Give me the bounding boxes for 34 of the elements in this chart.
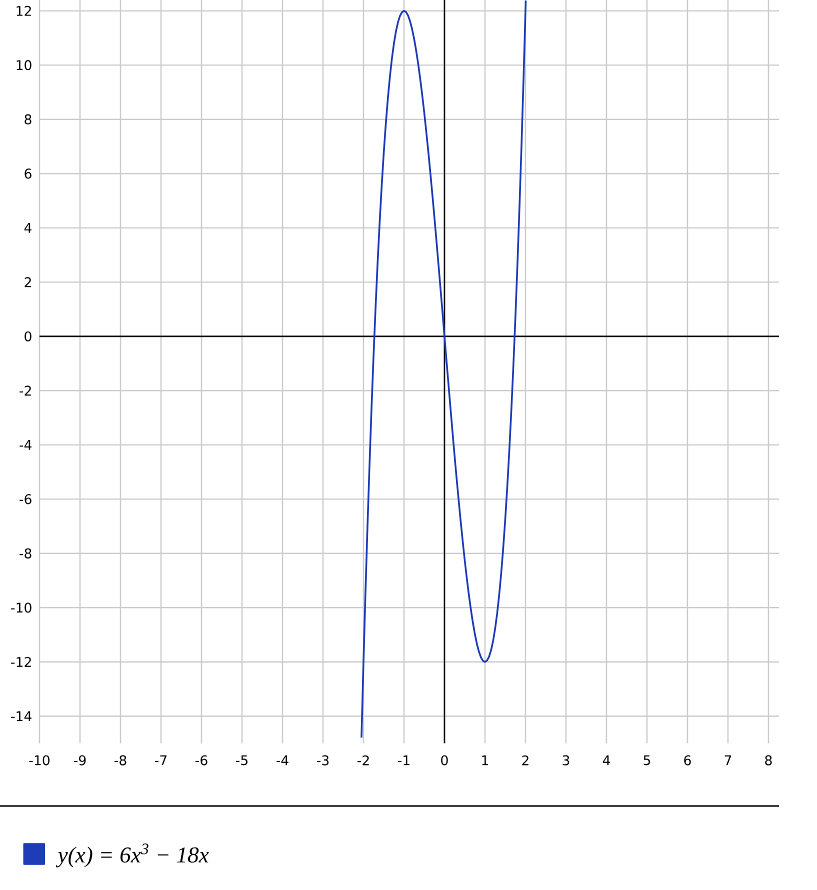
x-tick-label: 1 — [482, 755, 488, 766]
y-tick-label: 0 — [24, 331, 32, 342]
x-tick-label: -2 — [357, 755, 369, 766]
legend-label: y(x) = 6x$^{3}$ − 18x — [56, 844, 209, 868]
x-tick-label: -4 — [276, 755, 288, 766]
x-tick-label: -3 — [316, 755, 329, 766]
y-tick-label: -10 — [11, 602, 32, 613]
x-tick-label: 4 — [602, 755, 610, 766]
y-tick-label: 10 — [16, 60, 32, 70]
y-tick-label: 4 — [24, 223, 32, 233]
y-tick-label: 12 — [16, 6, 31, 16]
y-tick-label: 6 — [24, 168, 32, 179]
y-tick-label: -4 — [20, 440, 32, 450]
x-tick-label: 8 — [765, 755, 772, 766]
x-tick-label: -7 — [154, 755, 166, 766]
x-tick-label: 6 — [684, 755, 691, 766]
x-tick-label: -6 — [195, 755, 208, 766]
x-tick-label: 7 — [724, 755, 732, 766]
y-tick-label: 2 — [24, 277, 31, 288]
x-tick-label: -8 — [114, 755, 126, 766]
x-tick-label: -5 — [236, 755, 248, 766]
x-tick-label: -1 — [398, 755, 410, 766]
y-tick-label: 8 — [24, 114, 32, 124]
x-tick-label: 5 — [644, 755, 650, 766]
line-series — [360, 0, 527, 738]
x-tick-label: 2 — [522, 755, 528, 766]
y-tick-label: -6 — [20, 494, 32, 504]
x-tick-label: 3 — [562, 755, 570, 766]
y-tick-label: -2 — [20, 386, 31, 396]
x-tick-label: 0 — [441, 755, 448, 766]
x-tick-label: -9 — [74, 755, 86, 766]
y-tick-label: -14 — [11, 711, 32, 722]
y-tick-label: -8 — [20, 548, 32, 558]
y-tick-label: -12 — [11, 656, 31, 667]
